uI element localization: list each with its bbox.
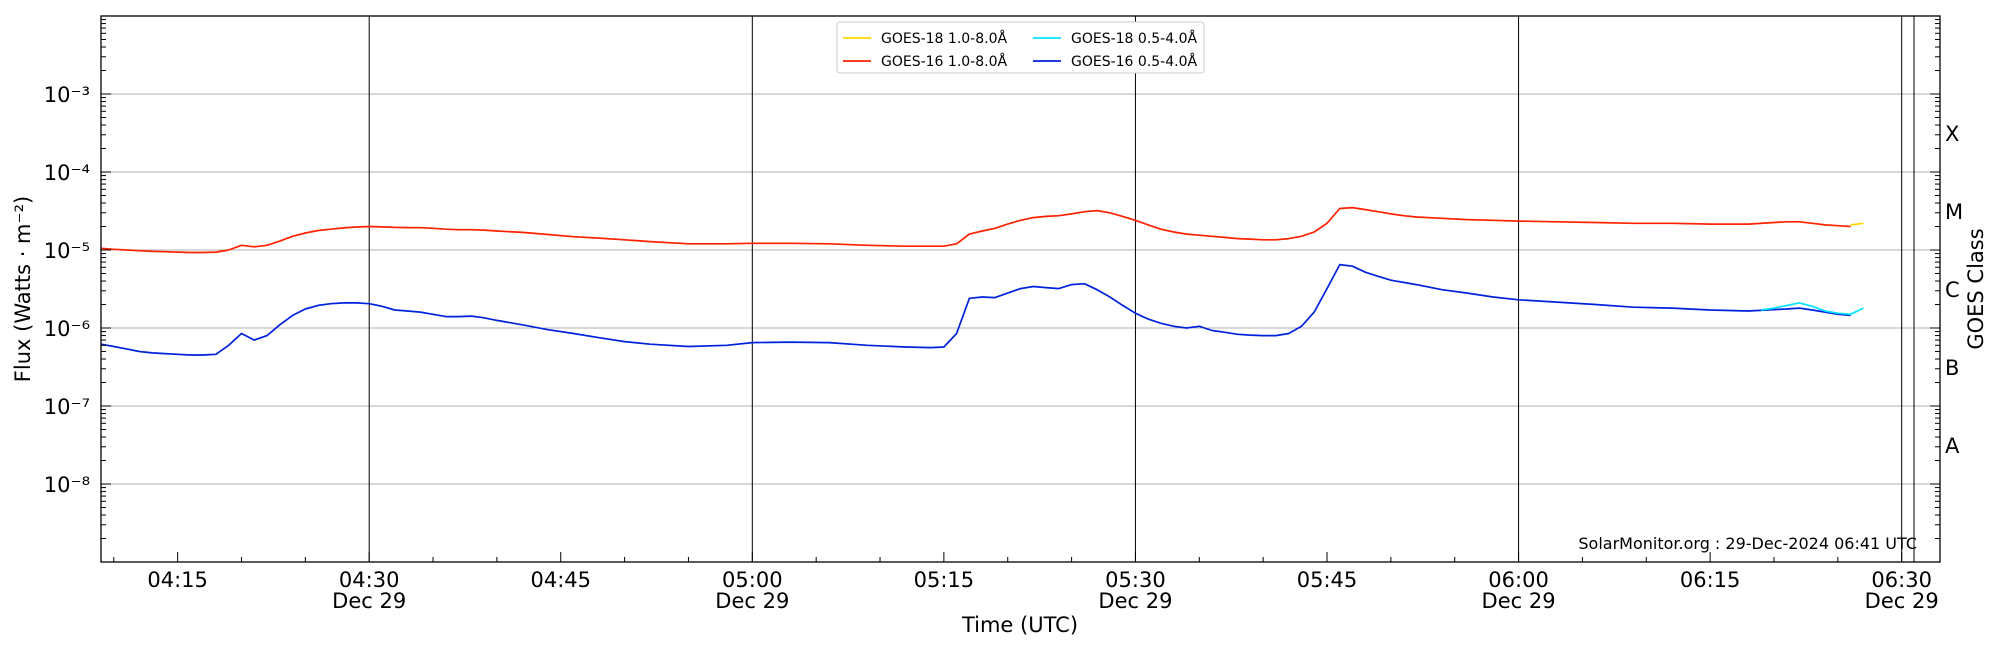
goes-class-label: C — [1945, 278, 1960, 302]
series-line-goes-16-0-5-4-0- — [100, 263, 1851, 356]
goes-class-label: X — [1945, 122, 1959, 146]
y-axis-label: Flux (Watts · m⁻²) — [11, 196, 35, 382]
x-tick-date: Dec 29 — [715, 589, 789, 613]
legend-label: GOES-18 0.5-4.0Å — [1071, 30, 1197, 47]
goes-class-labels: A B C M X — [1945, 122, 1963, 458]
goes-class-label: M — [1945, 200, 1963, 224]
y-tick-label: 10⁻⁷ — [44, 395, 90, 419]
plot-frame — [100, 15, 1941, 563]
y-tick-label: 10⁻⁴ — [44, 161, 90, 185]
y-tick-label: 10⁻³ — [44, 83, 90, 107]
y-tick-labels: 10⁻⁸ 10⁻⁷ 10⁻⁶ 10⁻⁵ 10⁻⁴ 10⁻³ — [44, 83, 90, 497]
y-tick-label: 10⁻⁵ — [44, 239, 90, 263]
vertical-time-lines — [368, 16, 1903, 562]
x-tick-label: 05:15 — [914, 568, 975, 592]
goes-class-label: A — [1945, 434, 1960, 458]
legend-label: GOES-16 0.5-4.0Å — [1071, 53, 1197, 70]
legend-label: GOES-16 1.0-8.0Å — [881, 53, 1007, 70]
series-line-goes-18-1-0-8-0- — [1850, 222, 1864, 226]
x-axis-label: Time (UTC) — [961, 613, 1078, 637]
legend-label: GOES-18 1.0-8.0Å — [881, 30, 1007, 47]
x-tick-label: 05:30 — [1105, 568, 1166, 592]
legend-box — [836, 21, 1205, 74]
series-line-goes-18-0-5-4-0- — [1761, 302, 1864, 316]
x-tick-date: Dec 29 — [1482, 589, 1556, 613]
x-tick-date: Dec 29 — [1865, 589, 1939, 613]
x-tick-label: 04:45 — [530, 568, 591, 592]
x-tick-label: 04:30 — [339, 568, 400, 592]
x-tick-label: 06:15 — [1680, 568, 1741, 592]
y-tick-label: 10⁻⁸ — [44, 473, 90, 497]
x-tick-label: 05:45 — [1297, 568, 1358, 592]
x-tick-label: 06:30 — [1871, 568, 1932, 592]
credit-text: SolarMonitor.org : 29-Dec-2024 06:41 UTC — [1578, 534, 1917, 553]
data-series — [100, 206, 1864, 356]
goes-class-label: B — [1945, 356, 1959, 380]
y2-axis-label: GOES Class — [1964, 228, 1988, 349]
x-tick-label: 04:15 — [147, 568, 208, 592]
horizontal-gridlines — [101, 93, 1940, 485]
y-tick-label: 10⁻⁶ — [44, 317, 90, 341]
series-line-goes-16-1-0-8-0- — [100, 206, 1851, 254]
x-tick-date: Dec 29 — [1098, 589, 1172, 613]
x-tick-date: Dec 29 — [332, 589, 406, 613]
axis-ticks — [101, 19, 1940, 563]
legend: GOES-18 1.0-8.0Å GOES-18 0.5-4.0Å GOES-16 … — [836, 21, 1205, 74]
x-tick-label: 06:00 — [1488, 568, 1549, 592]
x-tick-label: 05:00 — [722, 568, 783, 592]
